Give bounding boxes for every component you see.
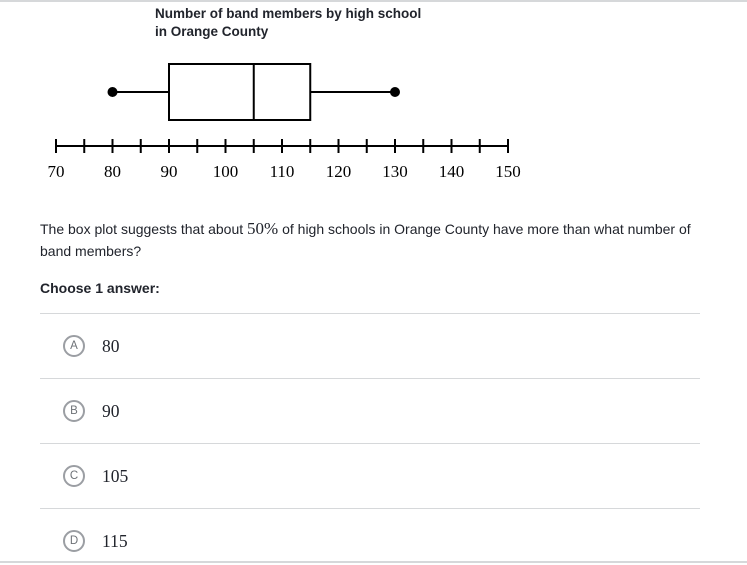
- axis-tick-label: 110: [270, 162, 295, 181]
- question-text-after: of high schools in Orange County have mo…: [40, 221, 691, 259]
- answer-option-d[interactable]: D 115: [40, 508, 700, 565]
- answer-label: 115: [102, 530, 128, 551]
- axis-tick-label: 130: [382, 162, 408, 181]
- answer-radio-b[interactable]: B: [63, 400, 85, 422]
- axis-tick-label: 80: [104, 162, 121, 181]
- answer-radio-c[interactable]: C: [63, 465, 85, 487]
- answer-option-b[interactable]: B 90: [40, 378, 700, 443]
- axis-tick-label: 120: [326, 162, 352, 181]
- answer-label: 105: [102, 465, 129, 486]
- answer-option-c[interactable]: C 105: [40, 443, 700, 508]
- chart-title: Number of band members by high school in…: [155, 5, 421, 41]
- question-math-50-percent: 50%: [247, 219, 279, 238]
- chart-title-line1: Number of band members by high school: [155, 6, 422, 21]
- axis-tick-label: 140: [439, 162, 465, 181]
- answer-radio-a[interactable]: A: [63, 335, 85, 357]
- axis-tick-label: 90: [161, 162, 178, 181]
- answer-options-list: A 80 B 90 C 105 D 115: [40, 313, 700, 565]
- answer-label: 90: [102, 400, 120, 421]
- axis-tick-label: 70: [48, 162, 65, 181]
- question-text-before: The box plot suggests that about: [40, 221, 248, 237]
- answer-radio-d[interactable]: D: [63, 530, 85, 552]
- chart-title-line2: in Orange County: [155, 24, 269, 39]
- answer-option-a[interactable]: A 80: [40, 313, 700, 378]
- question-text: The box plot suggests that about 50% of …: [40, 218, 702, 262]
- boxplot-figure: Number of band members by high school in…: [0, 0, 560, 195]
- choose-answer-prompt: Choose 1 answer:: [40, 280, 160, 296]
- answer-label: 80: [102, 335, 120, 356]
- bottom-divider: [0, 561, 747, 563]
- axis-tick-label: 100: [213, 162, 239, 181]
- axis-tick-label: 150: [495, 162, 521, 181]
- top-divider: [0, 0, 747, 2]
- boxplot-svg: 70 80 90 100 110 120 130 140 150: [48, 63, 521, 181]
